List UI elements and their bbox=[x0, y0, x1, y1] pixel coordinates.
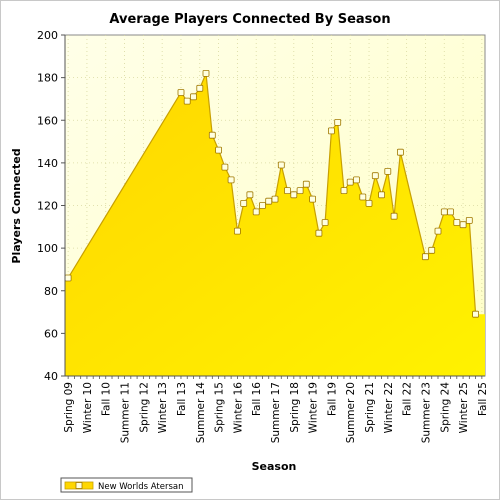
x-tick-label: Fall 16 bbox=[251, 382, 263, 416]
x-tick-label: Winter 13 bbox=[157, 382, 169, 433]
x-tick-label: Summer 14 bbox=[195, 382, 207, 444]
x-tick-label: Fall 13 bbox=[176, 382, 188, 416]
y-tick-label: 100 bbox=[37, 242, 58, 255]
x-tick-label: Winter 22 bbox=[383, 382, 395, 433]
data-point bbox=[277, 161, 285, 169]
series-line bbox=[67, 73, 477, 315]
y-tick-label: 160 bbox=[37, 114, 58, 127]
y-axis: 40 60 80 100 120 140 160 180 200 bbox=[37, 29, 66, 383]
data-point bbox=[378, 191, 386, 199]
data-point bbox=[315, 229, 323, 237]
data-point bbox=[202, 70, 210, 77]
data-point bbox=[183, 97, 191, 105]
x-axis: Spring 09 Winter 10 Fall 10 Summer 11 Spring… bbox=[63, 375, 489, 444]
y-tick-label: 180 bbox=[37, 72, 58, 85]
data-point bbox=[359, 193, 367, 201]
y-tick-label: 200 bbox=[37, 29, 58, 42]
data-point bbox=[346, 178, 354, 186]
data-point bbox=[321, 219, 329, 226]
x-tick-label: Summer 17 bbox=[270, 382, 282, 443]
data-point bbox=[233, 227, 241, 235]
data-point bbox=[396, 148, 404, 156]
x-tick-label: Fall 22 bbox=[402, 382, 414, 416]
data-point bbox=[177, 89, 185, 96]
data-point bbox=[227, 176, 235, 184]
x-tick-label: Spring 15 bbox=[214, 382, 226, 433]
data-point bbox=[309, 195, 317, 203]
data-point bbox=[459, 221, 467, 229]
data-point bbox=[246, 191, 254, 199]
data-point bbox=[196, 84, 204, 92]
y-tick-label: 40 bbox=[44, 370, 58, 383]
data-point bbox=[353, 176, 360, 184]
x-tick-label: Fall 10 bbox=[101, 382, 113, 416]
data-point bbox=[208, 131, 216, 139]
data-point bbox=[221, 163, 229, 171]
data-point bbox=[447, 208, 454, 216]
x-tick-label: Summer 11 bbox=[120, 382, 132, 443]
data-point bbox=[252, 208, 260, 216]
data-point bbox=[365, 199, 373, 207]
x-tick-label: Fall 19 bbox=[326, 382, 338, 416]
data-point bbox=[215, 146, 223, 154]
data-point bbox=[472, 310, 480, 318]
data-point bbox=[290, 191, 298, 199]
data-point bbox=[64, 274, 72, 282]
legend-label: New Worlds Atersan bbox=[98, 482, 183, 492]
x-tick-label: Winter 10 bbox=[82, 382, 94, 433]
x-tick-label: Fall 25 bbox=[477, 382, 489, 416]
y-tick-label: 140 bbox=[37, 157, 58, 170]
data-point bbox=[384, 167, 392, 175]
x-axis-title: Season bbox=[252, 460, 297, 473]
data-point bbox=[440, 208, 448, 216]
x-tick-label: Spring 12 bbox=[138, 382, 150, 433]
x-tick-label: Spring 09 bbox=[63, 382, 75, 433]
x-tick-label: Summer 23 bbox=[420, 382, 432, 443]
data-point bbox=[240, 199, 248, 207]
series-area bbox=[65, 73, 485, 377]
data-point bbox=[371, 172, 379, 180]
chart-title: Average Players Connected By Season bbox=[109, 12, 390, 27]
y-axis-title: Players Connected bbox=[10, 148, 23, 263]
x-tick-label: Spring 24 bbox=[439, 382, 451, 433]
legend-marker-icon bbox=[75, 482, 83, 489]
y-tick-label: 80 bbox=[44, 285, 58, 298]
x-tick-label: Winter 16 bbox=[232, 382, 244, 434]
data-point bbox=[428, 246, 436, 254]
data-point bbox=[296, 187, 304, 195]
data-point bbox=[340, 187, 348, 195]
y-tick-label: 120 bbox=[37, 200, 58, 213]
data-point bbox=[271, 195, 279, 203]
data-point bbox=[265, 197, 273, 205]
x-tick-label: Winter 19 bbox=[308, 382, 320, 433]
x-tick-label: Summer 20 bbox=[345, 382, 357, 443]
data-point bbox=[327, 127, 335, 135]
y-tick-label: 60 bbox=[44, 327, 58, 340]
data-points bbox=[64, 70, 480, 318]
data-point bbox=[302, 180, 310, 188]
data-point bbox=[390, 212, 398, 220]
data-point bbox=[259, 202, 266, 209]
legend-box bbox=[60, 477, 193, 493]
data-point bbox=[434, 227, 442, 235]
data-point bbox=[453, 219, 461, 226]
data-point bbox=[334, 119, 342, 126]
legend: New Worlds Atersan bbox=[60, 477, 193, 493]
x-tick-label: Winter 25 bbox=[458, 382, 470, 433]
x-tick-label: Spring 21 bbox=[364, 382, 376, 433]
data-point bbox=[284, 187, 291, 195]
data-point bbox=[421, 253, 429, 261]
data-point bbox=[190, 93, 197, 101]
data-point bbox=[465, 216, 473, 224]
x-tick-label: Spring 18 bbox=[289, 382, 301, 433]
